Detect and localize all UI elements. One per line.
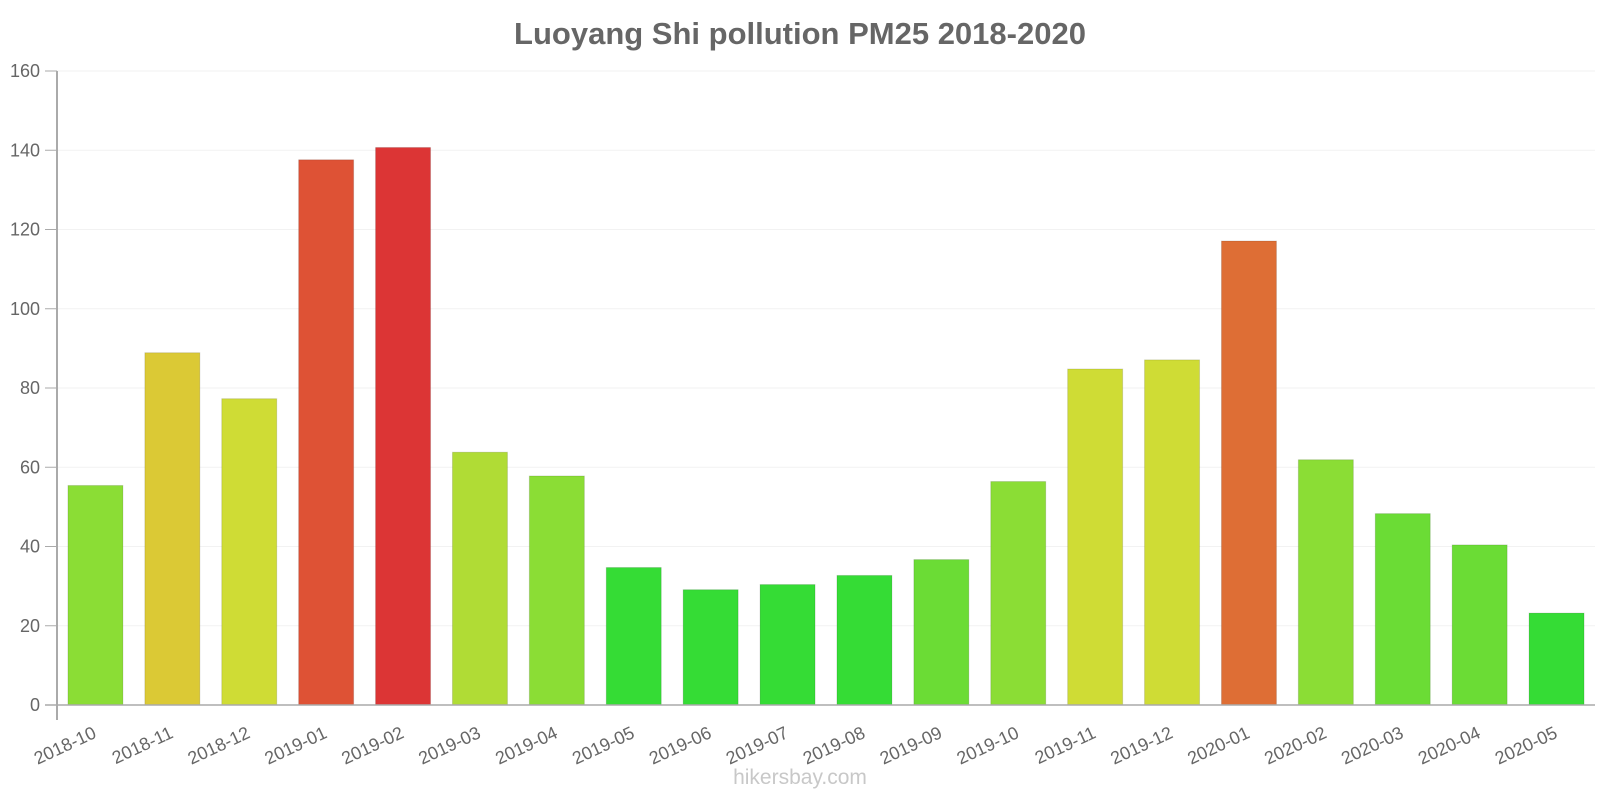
bar-2018-12[interactable]: [221, 398, 278, 706]
bar-2019-12[interactable]: [1144, 359, 1201, 706]
bar-2019-05[interactable]: [605, 567, 662, 706]
bar-2019-01[interactable]: [298, 159, 355, 706]
x-tick-label: 2018-10: [31, 722, 99, 768]
bar-2020-01[interactable]: [1220, 240, 1277, 706]
x-tick-label: 2019-10: [954, 722, 1022, 768]
bar-2019-11[interactable]: [1067, 368, 1124, 706]
y-tick-label: 100: [10, 299, 40, 319]
bar-2018-10[interactable]: [67, 484, 124, 706]
bar-2020-04[interactable]: [1451, 544, 1508, 706]
bar-2019-03[interactable]: [451, 451, 508, 706]
x-tick-label: 2019-06: [646, 722, 714, 768]
x-axis: 2018-10 2018-11 2018-12 2019-01 2019-02 2019-…: [31, 704, 1595, 769]
x-tick-label: 2019-08: [800, 722, 868, 768]
y-tick-label: 80: [20, 378, 40, 398]
x-tick-label: 2019-09: [877, 722, 945, 768]
x-tick-label: 2018-11: [109, 722, 176, 767]
x-tick-label: 2018-12: [185, 722, 253, 768]
x-tick-label: 2019-07: [723, 722, 791, 768]
y-tick-label: 60: [20, 457, 40, 477]
y-tick-label: 20: [20, 616, 40, 636]
x-tick-label: 2019-11: [1032, 722, 1099, 767]
bar-2019-07[interactable]: [759, 584, 816, 706]
y-tick-label: 0: [30, 695, 40, 715]
x-tick-label: 2019-03: [415, 722, 483, 768]
bar-2019-04[interactable]: [528, 475, 585, 706]
bar-2020-03[interactable]: [1374, 513, 1431, 706]
x-tick-label: 2019-04: [492, 722, 560, 768]
y-tick-label: 40: [20, 537, 40, 557]
x-tick-label: 2020-01: [1184, 722, 1252, 768]
bar-2020-05[interactable]: [1528, 612, 1585, 706]
bars: [67, 146, 1585, 706]
x-tick-label: 2020-04: [1415, 722, 1483, 768]
x-tick-label: 2019-05: [569, 722, 637, 768]
x-tick-label: 2019-02: [338, 722, 406, 768]
x-tick-label: 2019-01: [262, 722, 330, 768]
bar-2019-10[interactable]: [990, 481, 1047, 706]
bar-2019-02[interactable]: [375, 146, 432, 706]
y-tick-label: 140: [10, 140, 40, 160]
bar-2019-08[interactable]: [836, 574, 893, 706]
bar-2018-11[interactable]: [144, 352, 201, 706]
x-tick-label: 2020-02: [1261, 722, 1329, 768]
x-tick-label: 2020-05: [1492, 722, 1560, 768]
watermark-footer: hikersbay.com: [733, 766, 867, 789]
y-tick-label: 160: [10, 61, 40, 81]
x-tick-label: 2020-03: [1338, 722, 1406, 768]
bar-2019-09[interactable]: [913, 559, 970, 706]
y-axis: 0 20 40 60 80 100 120 140 160: [10, 61, 58, 720]
chart-title: Luoyang Shi pollution PM25 2018-2020: [514, 16, 1086, 51]
y-tick-label: 120: [10, 220, 40, 240]
bar-2020-02[interactable]: [1297, 459, 1354, 706]
bar-2019-06[interactable]: [682, 589, 739, 706]
x-tick-label: 2019-12: [1107, 722, 1175, 768]
gridlines: [57, 70, 1595, 627]
